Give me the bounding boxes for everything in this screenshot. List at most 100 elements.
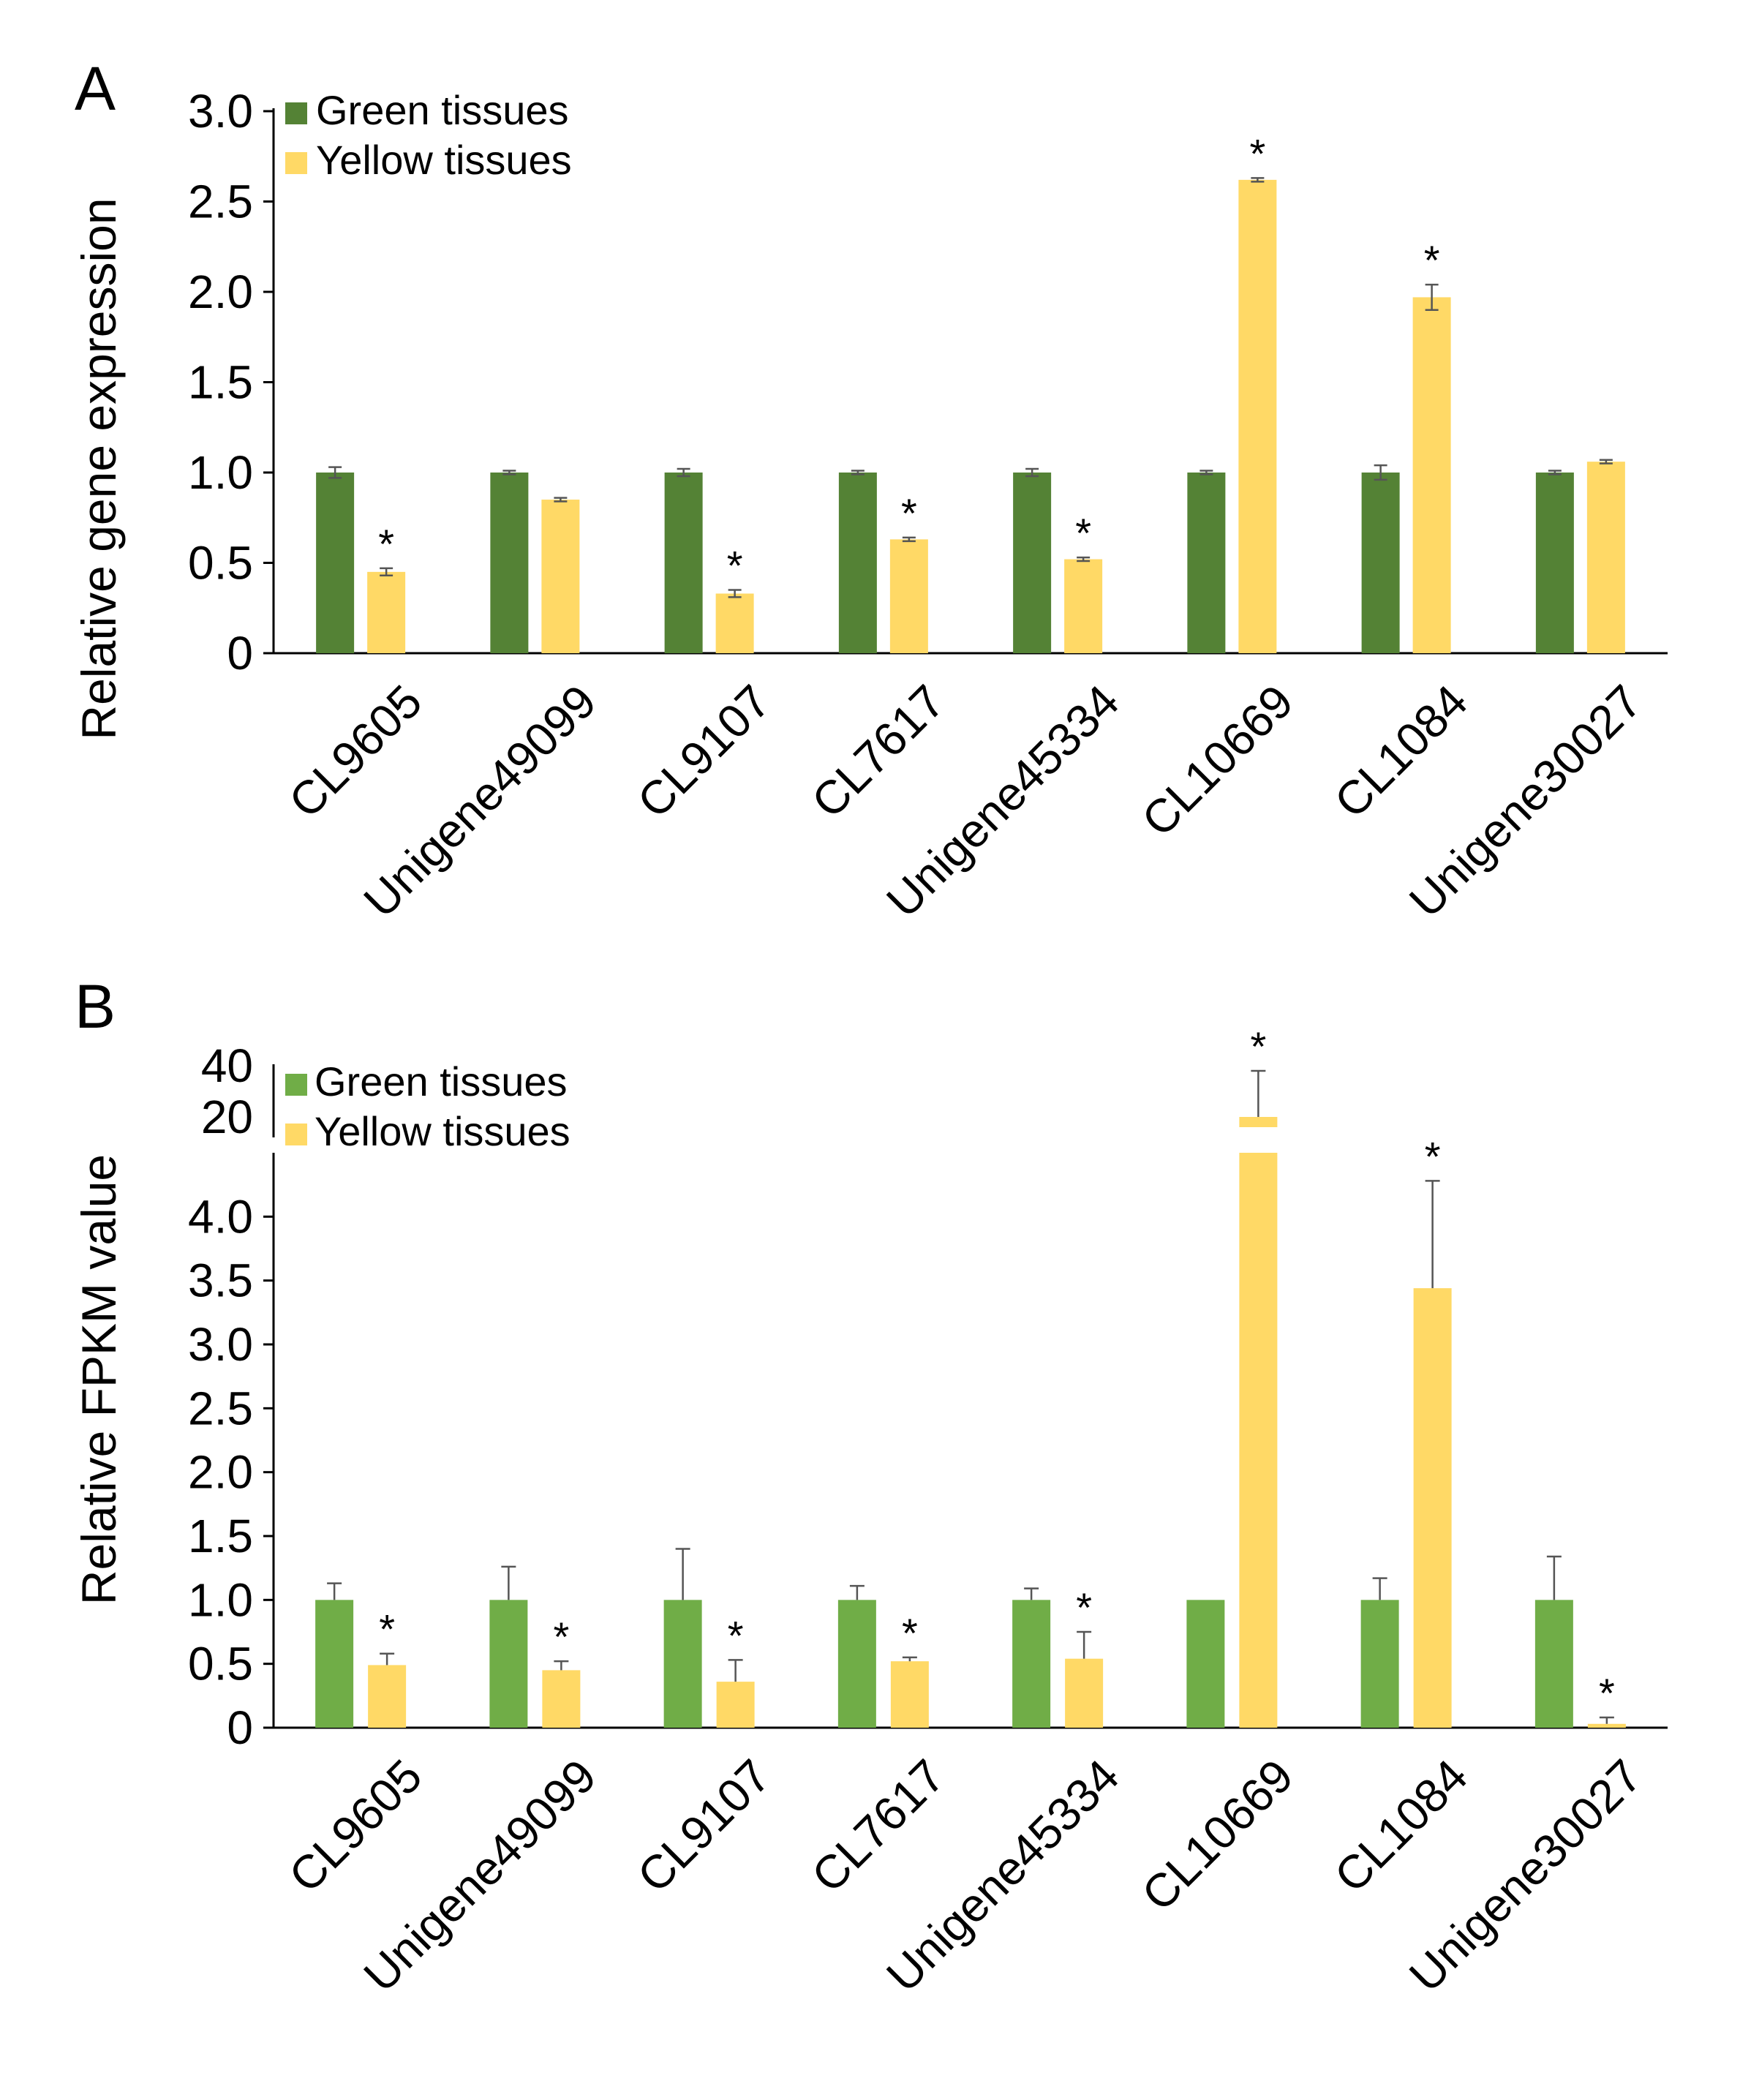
x-tick-label-CL10669: CL10669: [1131, 675, 1303, 847]
yellow-bar-CL9605: [367, 571, 406, 653]
x-tick-label-CL1084: CL1084: [1325, 1750, 1477, 1903]
y-axis-title: Relative gene expression: [72, 197, 126, 739]
green-bar-CL9605: [316, 473, 355, 653]
y-tick-label-4-0: 4.0: [188, 1190, 253, 1243]
y-tick-label-3-0: 3.0: [188, 1318, 253, 1371]
yellow-bar-Unigene49099: [541, 500, 580, 653]
category-group-CL1084: *: [1361, 237, 1451, 653]
green-bar-Unigene49099: [489, 1600, 528, 1728]
green-bar-CL9605: [315, 1600, 354, 1728]
y-tick-label-2-5: 2.5: [188, 1382, 253, 1434]
green-bar-CL9107: [663, 1600, 702, 1728]
x-tick-label-CL7617: CL7617: [802, 675, 954, 828]
green-bar-Unigene30027: [1534, 1600, 1573, 1728]
legend-label-yellow: Yellow tissues: [315, 1108, 570, 1154]
x-tick-label-CL10669: CL10669: [1131, 1750, 1303, 1922]
significance-star-Unigene30027: *: [1599, 1670, 1615, 1716]
yellow-bar-CL10669: [1239, 1153, 1278, 1728]
category-group-CL9605: *: [315, 1582, 407, 1728]
category-group-CL10669: *: [1187, 130, 1277, 654]
significance-star-Unigene49099: *: [553, 1614, 569, 1660]
x-tick-label-CL9107: CL9107: [628, 1750, 780, 1903]
category-group-Unigene45334: *: [1012, 1584, 1104, 1728]
category-group-Unigene49099: *: [489, 1565, 581, 1728]
y-tick-label-1-0: 1.0: [188, 446, 253, 499]
y-upper-tick-label-20: 20: [201, 1091, 253, 1143]
green-bar-CL10669: [1187, 473, 1226, 653]
y-tick-label-2-0: 2.0: [188, 266, 253, 318]
green-bar-Unigene49099: [490, 473, 529, 653]
category-group-Unigene45334: *: [1013, 467, 1103, 653]
y-tick-label-1-5: 1.5: [188, 356, 253, 409]
yellow-bar-CL7617: [889, 539, 928, 653]
y-tick-label-3-5: 3.5: [188, 1254, 253, 1307]
legend-swatch-yellow: [285, 1124, 307, 1145]
significance-star-CL10669: *: [1250, 1023, 1266, 1069]
yellow-bar-Unigene49099: [542, 1670, 581, 1728]
yellow-bar-CL1084: [1412, 297, 1451, 653]
y-tick-label-3-0: 3.0: [188, 85, 253, 138]
panel-label-a: A: [75, 54, 116, 123]
category-group-CL9107: *: [664, 467, 754, 653]
green-bar-CL10669: [1186, 1600, 1225, 1728]
y-tick-label-2-5: 2.5: [188, 176, 253, 228]
y-tick-label-0: 0: [227, 627, 253, 680]
legend-swatch-green: [285, 102, 307, 124]
yellow-bar-upper-CL10669: [1239, 1117, 1278, 1127]
y-upper-tick-label-40: 40: [201, 1039, 253, 1092]
green-bar-CL1084: [1360, 1600, 1399, 1728]
category-group-Unigene49099: [490, 470, 580, 653]
yellow-bar-CL7617: [890, 1661, 929, 1728]
category-group-CL9107: *: [663, 1548, 755, 1728]
legend-swatch-green: [285, 1074, 307, 1096]
x-tick-label-CL7617: CL7617: [802, 1750, 954, 1903]
significance-star-CL9605: *: [379, 1606, 395, 1652]
x-tick-label-CL1084: CL1084: [1325, 675, 1477, 828]
category-group-CL9605: *: [316, 466, 406, 653]
y-axis-title: Relative FPKM value: [72, 1154, 126, 1605]
green-bar-Unigene30027: [1535, 473, 1574, 653]
yellow-bar-Unigene30027: [1586, 462, 1625, 653]
yellow-bar-CL9107: [715, 593, 754, 653]
legend-label-green: Green tissues: [315, 1058, 568, 1104]
x-tick-label-CL9605: CL9605: [279, 675, 432, 828]
y-tick-label-2-0: 2.0: [188, 1446, 253, 1499]
y-tick-label-0: 0: [227, 1701, 253, 1754]
y-tick-label-1-0: 1.0: [188, 1573, 253, 1626]
category-group-Unigene30027: [1535, 459, 1625, 653]
green-bar-CL1084: [1361, 473, 1400, 653]
green-bar-CL9107: [664, 473, 703, 653]
category-group-CL10669: *: [1186, 1023, 1278, 1728]
legend-label-green: Green tissues: [316, 87, 569, 133]
x-tick-label-CL9107: CL9107: [628, 675, 780, 828]
significance-star-CL7617: *: [902, 1610, 918, 1656]
y-tick-label-0-5: 0.5: [188, 537, 253, 590]
significance-star-CL9107: *: [728, 1612, 744, 1658]
significance-star-CL1084: *: [1425, 1133, 1441, 1179]
green-bar-Unigene45334: [1012, 1600, 1051, 1728]
x-tick-label-CL9605: CL9605: [279, 1750, 432, 1903]
green-bar-Unigene45334: [1013, 473, 1052, 653]
significance-star-CL10669: *: [1249, 130, 1265, 176]
green-bar-CL7617: [837, 1600, 876, 1728]
significance-star-Unigene45334: *: [1076, 1584, 1092, 1630]
significance-star-Unigene45334: *: [1075, 510, 1091, 556]
significance-star-CL9605: *: [378, 521, 394, 567]
legend-swatch-yellow: [285, 152, 307, 174]
category-group-CL7617: *: [837, 1584, 929, 1728]
green-bar-CL7617: [838, 473, 877, 653]
y-tick-label-1-5: 1.5: [188, 1510, 253, 1562]
legend-label-yellow: Yellow tissues: [316, 137, 572, 183]
category-group-CL7617: *: [838, 470, 928, 653]
yellow-bar-Unigene45334: [1065, 1658, 1104, 1728]
panel-a: A 0 0.5 1.0 1.5 2.0 2.5 3.0 Relative gene expres…: [72, 54, 1668, 927]
panel-label-b: B: [75, 972, 116, 1041]
significance-star-CL1084: *: [1424, 237, 1440, 283]
significance-star-CL7617: *: [901, 490, 917, 536]
yellow-bar-Unigene45334: [1064, 559, 1103, 653]
yellow-bar-CL9107: [716, 1682, 755, 1728]
significance-star-CL9107: *: [727, 543, 743, 589]
yellow-bar-Unigene30027: [1587, 1723, 1626, 1728]
